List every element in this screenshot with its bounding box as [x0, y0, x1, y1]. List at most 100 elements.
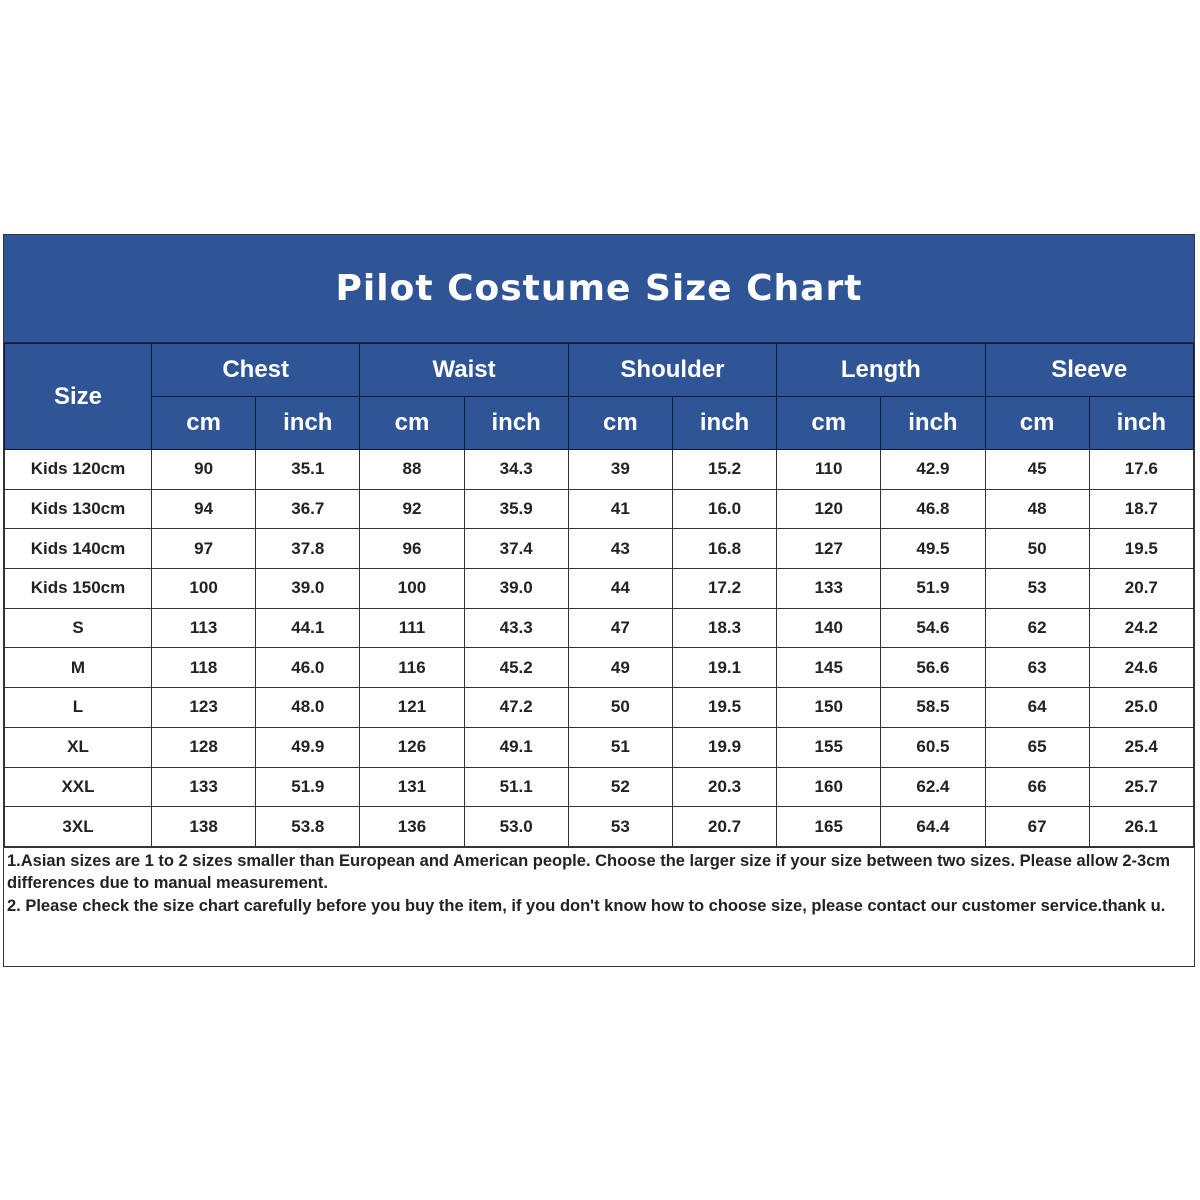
table-cell: 53	[984, 568, 1090, 609]
table-cell: 64.4	[880, 806, 986, 847]
table-cell: 52	[567, 766, 673, 808]
table-row: XXL 133 51.9 131 51.1 52 20.3 160 62.4 66 25.7	[4, 766, 1195, 808]
table-cell: 133	[150, 766, 257, 808]
table-cell: 48.0	[255, 687, 361, 728]
table-cell: 16.0	[671, 488, 778, 530]
table-row: 3XL 138 53.8 136 53.0 53 20.7 165 64.4 67 26.1	[4, 806, 1195, 847]
table-cell: 49.9	[255, 726, 361, 768]
table-cell: 140	[776, 607, 882, 649]
table-cell: 53	[567, 806, 673, 847]
table-cell: 88	[359, 449, 465, 490]
table-cell: 160	[776, 766, 882, 808]
table-cell: 24.6	[1088, 647, 1195, 689]
table-cell: 37.8	[255, 528, 361, 570]
header-unit: inch	[1088, 396, 1195, 450]
table-cell: 145	[776, 647, 882, 689]
notes: 1.Asian sizes are 1 to 2 sizes smaller t…	[4, 846, 1194, 966]
table-cell: 17.2	[671, 568, 778, 609]
table-cell: 19.5	[1088, 528, 1195, 570]
size-chart: Pilot Costume Size Chart Size Chest Waist S…	[3, 234, 1195, 967]
size-label: XXL	[4, 766, 152, 808]
table-cell: 123	[150, 687, 257, 728]
table-cell: 97	[150, 528, 257, 570]
table-cell: 126	[359, 726, 465, 768]
table-cell: 37.4	[463, 528, 569, 570]
table-cell: 43	[567, 528, 673, 570]
table-cell: 51.9	[255, 766, 361, 808]
table-cell: 47	[567, 607, 673, 649]
size-label: 3XL	[4, 806, 152, 847]
size-label: Kids 140cm	[4, 528, 152, 570]
size-table: Size Chest Waist Shoulder Length Sleeve cm inch…	[4, 343, 1195, 847]
table-row: M 118 46.0 116 45.2 49 19.1 145 56.6 63 24.6	[4, 647, 1195, 689]
table-cell: 42.9	[880, 449, 986, 490]
table-cell: 20.7	[671, 806, 778, 847]
table-cell: 47.2	[463, 687, 569, 728]
table-cell: 46.0	[255, 647, 361, 689]
table-cell: 60.5	[880, 726, 986, 768]
chart-title: Pilot Costume Size Chart	[4, 235, 1194, 343]
table-cell: 53.0	[463, 806, 569, 847]
table-cell: 39	[567, 449, 673, 490]
table-cell: 45	[984, 449, 1090, 490]
header-unit: inch	[880, 396, 986, 450]
table-row: Kids 140cm 97 37.8 96 37.4 43 16.8 127 49.5 50 19.…	[4, 528, 1195, 570]
table-cell: 138	[150, 806, 257, 847]
header-length: Length	[776, 343, 986, 397]
table-cell: 25.0	[1088, 687, 1195, 728]
table-cell: 24.2	[1088, 607, 1195, 649]
table-cell: 121	[359, 687, 465, 728]
table-cell: 58.5	[880, 687, 986, 728]
table-cell: 26.1	[1088, 806, 1195, 847]
table-cell: 128	[150, 726, 257, 768]
table-cell: 45.2	[463, 647, 569, 689]
table-cell: 49.1	[463, 726, 569, 768]
table-cell: 50	[567, 687, 673, 728]
table-cell: 133	[776, 568, 882, 609]
header-size: Size	[4, 343, 152, 450]
header-sleeve: Sleeve	[984, 343, 1194, 397]
table-cell: 18.7	[1088, 488, 1195, 530]
table-cell: 90	[150, 449, 257, 490]
table-cell: 48	[984, 488, 1090, 530]
table-cell: 19.5	[671, 687, 778, 728]
table-cell: 46.8	[880, 488, 986, 530]
table-cell: 20.7	[1088, 568, 1195, 609]
table-cell: 39.0	[255, 568, 361, 609]
table-cell: 19.9	[671, 726, 778, 768]
note-1: 1.Asian sizes are 1 to 2 sizes smaller t…	[7, 851, 1171, 893]
table-cell: 16.8	[671, 528, 778, 570]
header-unit: cm	[150, 396, 257, 450]
size-label: Kids 150cm	[4, 568, 152, 609]
table-cell: 39.0	[463, 568, 569, 609]
header-unit: inch	[463, 396, 569, 450]
table-cell: 62.4	[880, 766, 986, 808]
table-cell: 92	[359, 488, 465, 530]
header-waist: Waist	[359, 343, 569, 397]
table-cell: 96	[359, 528, 465, 570]
size-label: Kids 130cm	[4, 488, 152, 530]
table-cell: 36.7	[255, 488, 361, 530]
table-row: L 123 48.0 121 47.2 50 19.5 150 58.5 64 25.0	[4, 687, 1195, 728]
table-cell: 53.8	[255, 806, 361, 847]
table-cell: 51.9	[880, 568, 986, 609]
table-cell: 67	[984, 806, 1090, 847]
table-cell: 51.1	[463, 766, 569, 808]
table-cell: 44	[567, 568, 673, 609]
header-chest: Chest	[150, 343, 361, 397]
table-cell: 15.2	[671, 449, 778, 490]
table-cell: 165	[776, 806, 882, 847]
table-row: Kids 120cm 90 35.1 88 34.3 39 15.2 110 42.9 45 17.…	[4, 449, 1195, 490]
table-cell: 34.3	[463, 449, 569, 490]
table-cell: 49.5	[880, 528, 986, 570]
header-unit: cm	[359, 396, 465, 450]
table-cell: 17.6	[1088, 449, 1195, 490]
table-cell: 94	[150, 488, 257, 530]
table-cell: 66	[984, 766, 1090, 808]
table-row: Kids 130cm 94 36.7 92 35.9 41 16.0 120 46.8 48 18.…	[4, 488, 1195, 530]
table-row: S 113 44.1 111 43.3 47 18.3 140 54.6 62 24.2	[4, 607, 1195, 649]
table-cell: 113	[150, 607, 257, 649]
table-cell: 35.1	[255, 449, 361, 490]
size-label: M	[4, 647, 152, 689]
size-label: Kids 120cm	[4, 449, 152, 490]
